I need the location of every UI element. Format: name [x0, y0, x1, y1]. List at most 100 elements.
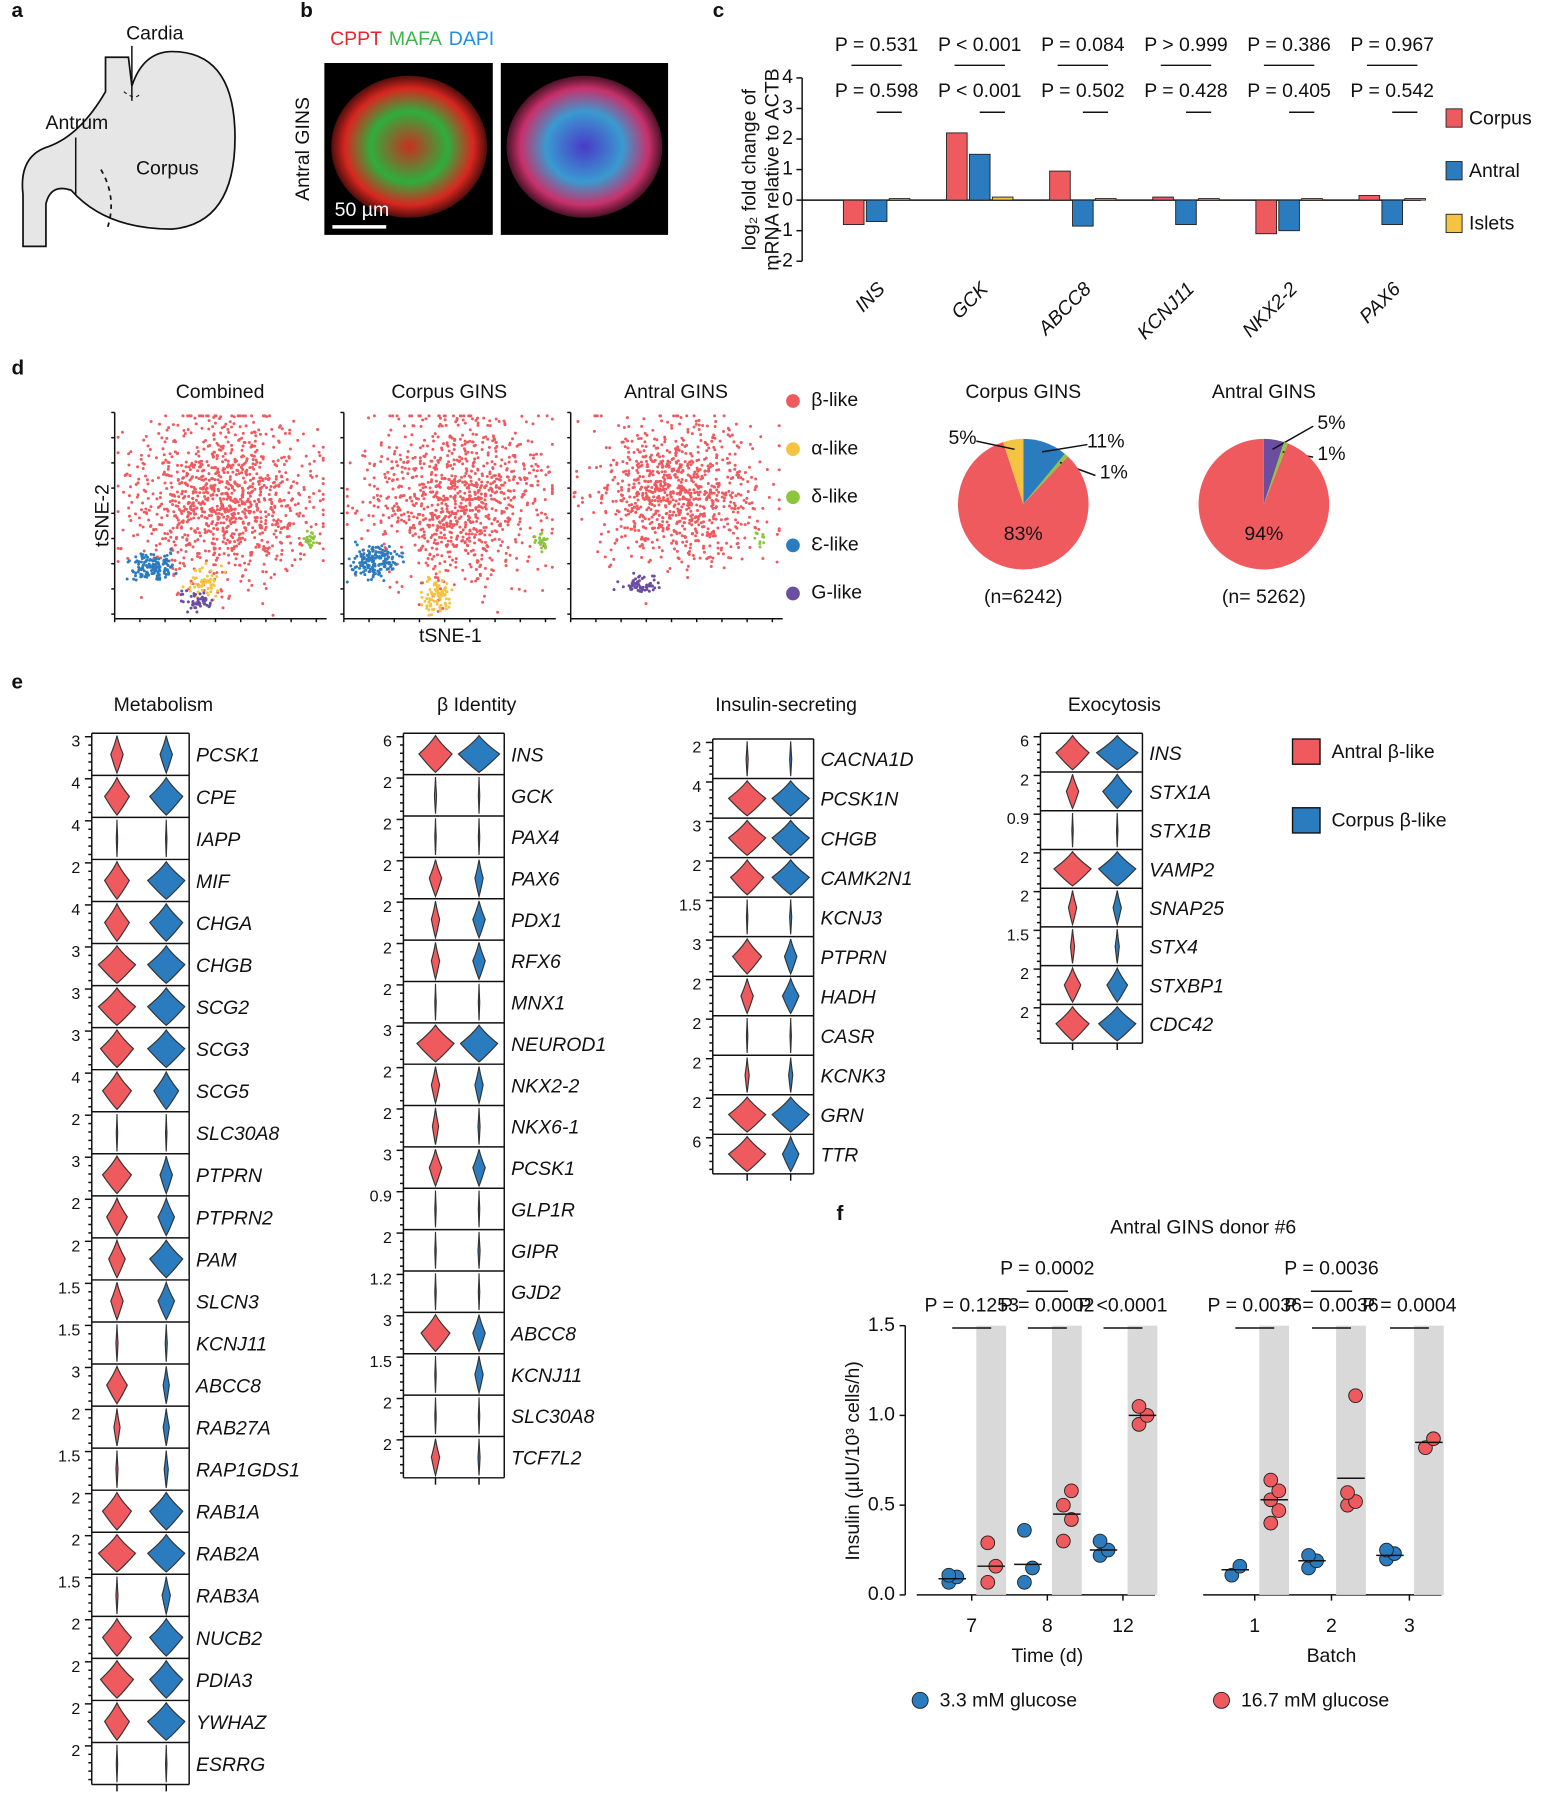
- tsne-point: [396, 516, 400, 520]
- tsne-point: [706, 527, 710, 531]
- tsne-point: [634, 510, 638, 514]
- plot-title: Antral GINS: [624, 381, 728, 403]
- tsne-point: [644, 445, 648, 449]
- tsne-point: [431, 517, 435, 521]
- tsne-point: [451, 542, 455, 546]
- tsne-point: [620, 485, 624, 489]
- tsne-point: [382, 579, 386, 583]
- tsne-point: [220, 491, 224, 495]
- tsne-point: [453, 502, 457, 506]
- tsne-point: [506, 520, 510, 524]
- tsne-point: [189, 463, 193, 467]
- tsne-point: [177, 495, 181, 499]
- tsne-point: [777, 498, 781, 502]
- tsne-point: [466, 552, 470, 556]
- tsne-point: [739, 522, 743, 526]
- tsne-point: [426, 557, 430, 560]
- tsne-point: [174, 572, 178, 576]
- tsne-point: [245, 459, 249, 463]
- tsne-point: [253, 499, 257, 503]
- tsne-point: [666, 570, 670, 574]
- tsne-point: [271, 613, 275, 617]
- tsne-point: [777, 424, 781, 428]
- tsne-point: [687, 506, 691, 510]
- y-tick-label: 1.5: [58, 1448, 80, 1466]
- tsne-point: [224, 541, 228, 545]
- tsne-point: [387, 477, 391, 481]
- tsne-point: [703, 440, 707, 444]
- violin: [477, 1190, 481, 1228]
- tsne-point: [196, 450, 200, 453]
- tsne-point: [255, 460, 259, 464]
- violin: [731, 937, 763, 975]
- point: [941, 1567, 957, 1583]
- tsne-point: [193, 606, 197, 610]
- tsne-point: [165, 514, 169, 518]
- tsne-point: [616, 580, 620, 584]
- tsne-point: [386, 550, 390, 554]
- tsne-point: [224, 422, 228, 426]
- tsne-point: [478, 529, 482, 533]
- tsne-point: [221, 606, 225, 610]
- tsne-point: [458, 437, 462, 441]
- tsne-point: [705, 449, 709, 453]
- tsne-point: [461, 480, 465, 484]
- tsne-point: [471, 508, 475, 512]
- tsne-point: [483, 585, 487, 589]
- tsne-point: [475, 482, 479, 486]
- tsne-point: [280, 541, 284, 545]
- tsne-point: [430, 503, 434, 507]
- tsne-point: [691, 480, 695, 484]
- violin: [161, 1576, 171, 1617]
- tsne-point: [220, 570, 224, 574]
- tsne-point: [729, 493, 733, 497]
- tsne-point: [241, 488, 245, 492]
- tsne-point: [714, 517, 718, 521]
- tsne-point: [750, 501, 754, 505]
- tsne-point: [272, 572, 276, 576]
- tsne-point: [196, 597, 200, 601]
- tsne-point: [276, 525, 280, 529]
- tsne-point: [221, 528, 225, 532]
- gene-label: CHGA: [196, 913, 252, 935]
- tsne-point: [461, 535, 465, 539]
- tsne-point: [358, 561, 362, 565]
- tsne-point: [715, 488, 719, 492]
- tsne-point: [681, 540, 685, 544]
- tsne-point: [292, 419, 296, 423]
- tsne-point: [695, 490, 699, 494]
- tsne-point: [661, 516, 665, 520]
- tsne-point: [507, 460, 511, 464]
- bar: [991, 196, 1014, 201]
- tsne-point: [430, 478, 434, 482]
- tsne-point: [739, 476, 743, 480]
- tsne-point: [362, 552, 366, 556]
- tsne-point: [476, 416, 480, 420]
- tsne-point: [134, 483, 138, 487]
- gene-label: RAB27A: [196, 1418, 271, 1440]
- tsne-point: [257, 428, 261, 432]
- tsne-point: [425, 580, 429, 584]
- tsne-point: [402, 512, 406, 516]
- tsne-point: [205, 482, 209, 486]
- gene-label: GLP1R: [511, 1199, 575, 1221]
- tsne-point: [626, 473, 630, 477]
- tsne-point: [176, 550, 180, 554]
- tsne-point: [415, 516, 419, 520]
- tsne-point: [482, 464, 486, 468]
- tsne-point: [606, 530, 610, 534]
- tsne-point: [438, 480, 442, 484]
- tsne-point: [196, 527, 200, 531]
- tsne-point: [321, 458, 325, 462]
- tsne-point: [211, 425, 215, 429]
- tsne-point: [643, 517, 647, 521]
- tsne-point: [157, 567, 161, 571]
- violin: [146, 1701, 186, 1741]
- tsne-point: [443, 587, 447, 591]
- tsne-point: [387, 516, 391, 520]
- tsne-point: [531, 456, 535, 460]
- tsne-point: [215, 537, 219, 541]
- tsne-point: [532, 453, 536, 457]
- tsne-point: [452, 583, 456, 587]
- tsne-point: [141, 467, 145, 470]
